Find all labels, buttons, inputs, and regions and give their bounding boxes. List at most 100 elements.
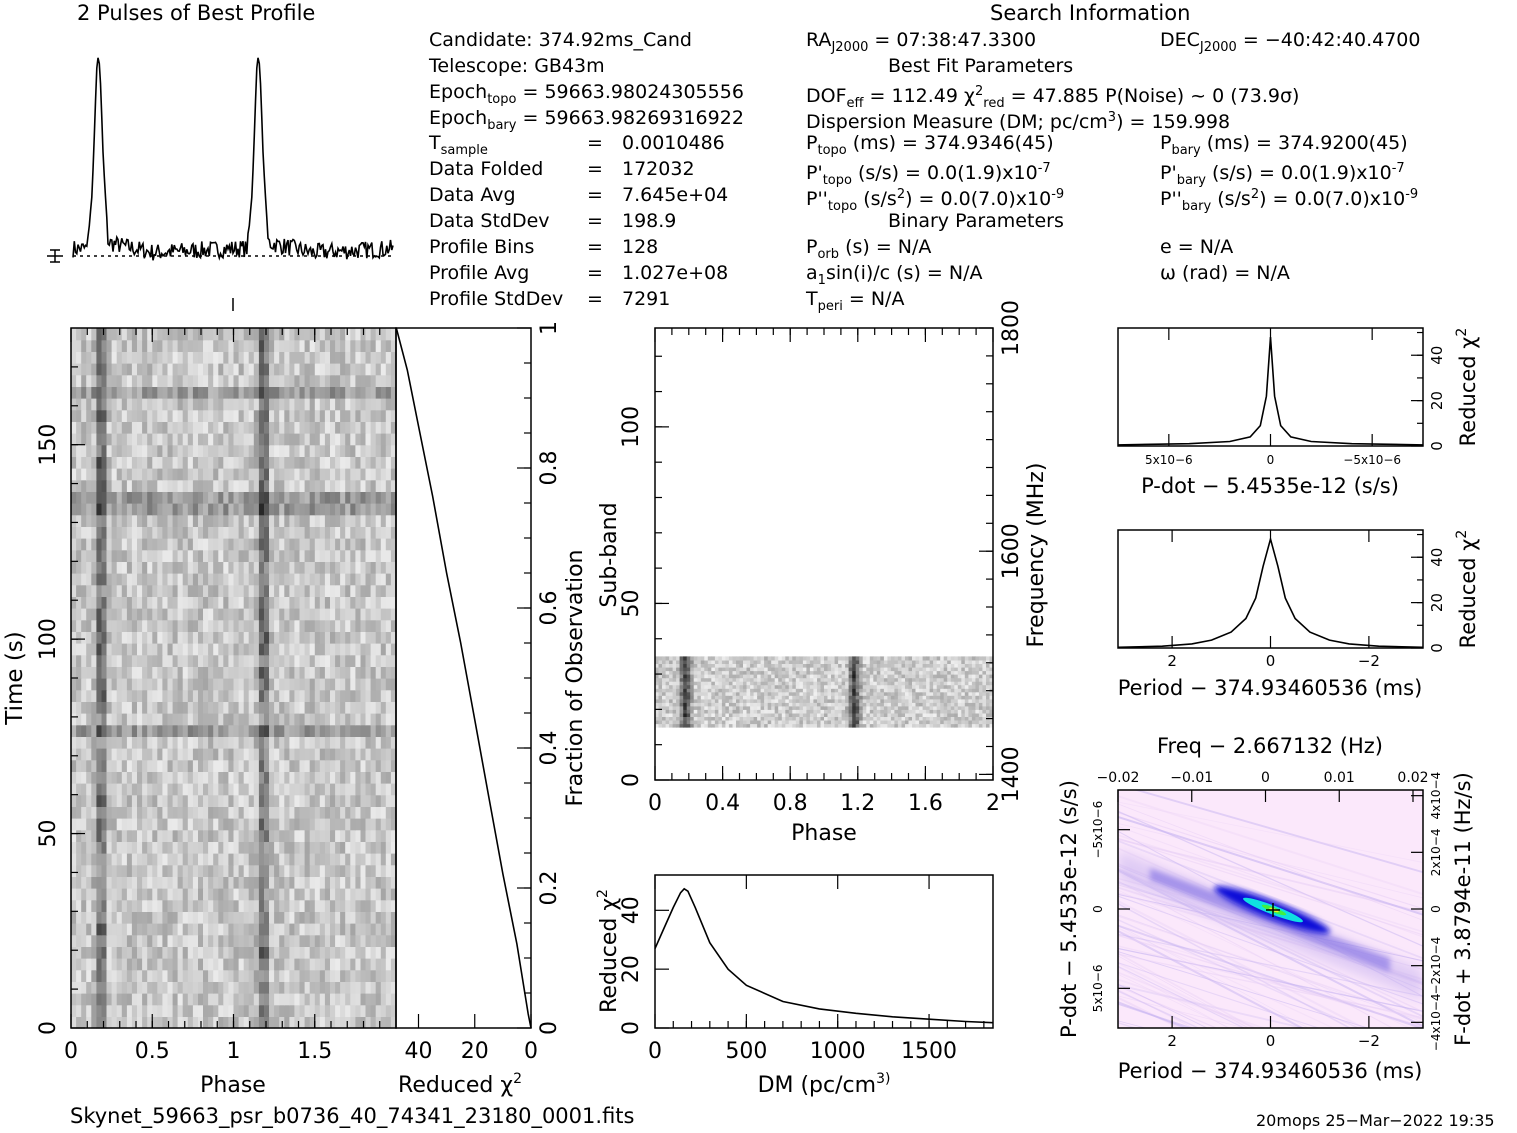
- time-phase-cell: [147, 969, 153, 982]
- time-phase-cell: [192, 899, 199, 912]
- time-phase-cell: [264, 374, 270, 387]
- subband-cell: [802, 712, 807, 717]
- time-phase-cell: [309, 549, 316, 562]
- time-phase-cell: [111, 549, 118, 562]
- time-phase-cell: [309, 934, 316, 947]
- time-phase-cell: [330, 468, 336, 481]
- time-phase-cell: [137, 363, 143, 376]
- time-phase-cell: [299, 398, 306, 411]
- subband-cell: [859, 702, 864, 707]
- time-phase-cell: [106, 584, 113, 597]
- subband-cell: [774, 695, 779, 700]
- time-phase-cell: [274, 724, 280, 737]
- time-phase-cell: [380, 398, 387, 411]
- time-phase-cell: [345, 491, 351, 504]
- subband-cell: [806, 702, 811, 707]
- time-phase-cell: [248, 456, 255, 469]
- time-phase-cell: [177, 456, 184, 469]
- time-phase-cell: [360, 678, 367, 691]
- time-phase-cell: [375, 363, 382, 376]
- time-phase-cell: [370, 678, 377, 691]
- time-phase-cell: [142, 468, 148, 481]
- time-phase-cell: [375, 514, 382, 527]
- time-phase-cell: [91, 654, 97, 667]
- time-phase-cell: [238, 503, 245, 516]
- subband-cell: [760, 705, 765, 710]
- time-phase-cell: [213, 899, 219, 912]
- time-phase-cell: [289, 468, 296, 481]
- time-phase-cell: [248, 538, 255, 551]
- time-phase-cell: [106, 339, 113, 352]
- subband-cell: [757, 698, 762, 703]
- time-phase-cell: [274, 363, 280, 376]
- time-phase-cell: [355, 923, 362, 936]
- subband-cell: [760, 723, 765, 728]
- time-phase-cell: [390, 444, 397, 457]
- time-phase-cell: [116, 958, 123, 971]
- time-phase-cell: [248, 888, 255, 901]
- time-phase-cell: [147, 351, 153, 364]
- time-phase-cell: [289, 713, 296, 726]
- time-phase-cell: [192, 689, 199, 702]
- subband-cell: [975, 709, 980, 714]
- subband-cell: [686, 712, 691, 717]
- time-phase-cell: [76, 876, 82, 889]
- time-phase-cell: [121, 888, 128, 901]
- time-phase-cell: [390, 841, 397, 854]
- time-phase-cell: [116, 783, 123, 796]
- time-phase-cell: [248, 1004, 255, 1017]
- subband-cell: [672, 716, 677, 721]
- time-phase-cell: [71, 398, 77, 411]
- x-tick-label: 20: [461, 1039, 489, 1064]
- time-phase-cell: [243, 491, 250, 504]
- time-phase-cell: [360, 351, 367, 364]
- subband-cell: [795, 720, 800, 725]
- time-phase-cell: [258, 573, 265, 586]
- time-phase-cell: [284, 771, 290, 784]
- time-phase-cell: [223, 479, 229, 492]
- time-phase-cell: [299, 724, 306, 737]
- subband-cell: [792, 712, 797, 717]
- time-phase-cell: [345, 946, 351, 959]
- subband-cell: [655, 698, 660, 703]
- time-phase-cell: [172, 538, 179, 551]
- time-phase-cell: [375, 421, 382, 434]
- time-phase-cell: [299, 654, 306, 667]
- time-phase-cell: [355, 479, 362, 492]
- time-phase-cell: [375, 328, 382, 341]
- time-phase-cell: [208, 654, 214, 667]
- time-phase-cell: [385, 853, 392, 866]
- time-phase-cell: [335, 409, 341, 422]
- time-phase-cell: [86, 958, 92, 971]
- time-phase-cell: [198, 643, 204, 656]
- subband-cell: [989, 698, 994, 703]
- time-phase-cell: [101, 538, 108, 551]
- subband-cell: [961, 716, 966, 721]
- subband-cell: [968, 698, 973, 703]
- time-phase-cell: [350, 608, 356, 621]
- subband-cell: [831, 702, 836, 707]
- time-phase-cell: [167, 643, 174, 656]
- time-phase-cell: [314, 619, 321, 632]
- time-phase-cell: [350, 398, 356, 411]
- time-phase-cell: [243, 841, 250, 854]
- time-phase-cell: [350, 946, 356, 959]
- time-phase-cell: [81, 701, 87, 714]
- time-phase-cell: [142, 876, 148, 889]
- subband-cell: [817, 691, 822, 696]
- subband-cell: [905, 709, 910, 714]
- subband-cell: [845, 720, 850, 725]
- time-phase-cell: [269, 958, 275, 971]
- time-phase-cell: [340, 736, 346, 749]
- time-phase-cell: [71, 759, 77, 772]
- time-phase-cell: [375, 923, 382, 936]
- subband-cell: [707, 723, 712, 728]
- time-phase-cell: [294, 409, 301, 422]
- time-phase-cell: [309, 561, 316, 574]
- time-phase-cell: [81, 888, 87, 901]
- subband-cell: [887, 702, 892, 707]
- subband-cell: [679, 695, 684, 700]
- time-phase-cell: [137, 829, 143, 842]
- time-phase-cell: [172, 829, 179, 842]
- time-phase-cell: [385, 631, 392, 644]
